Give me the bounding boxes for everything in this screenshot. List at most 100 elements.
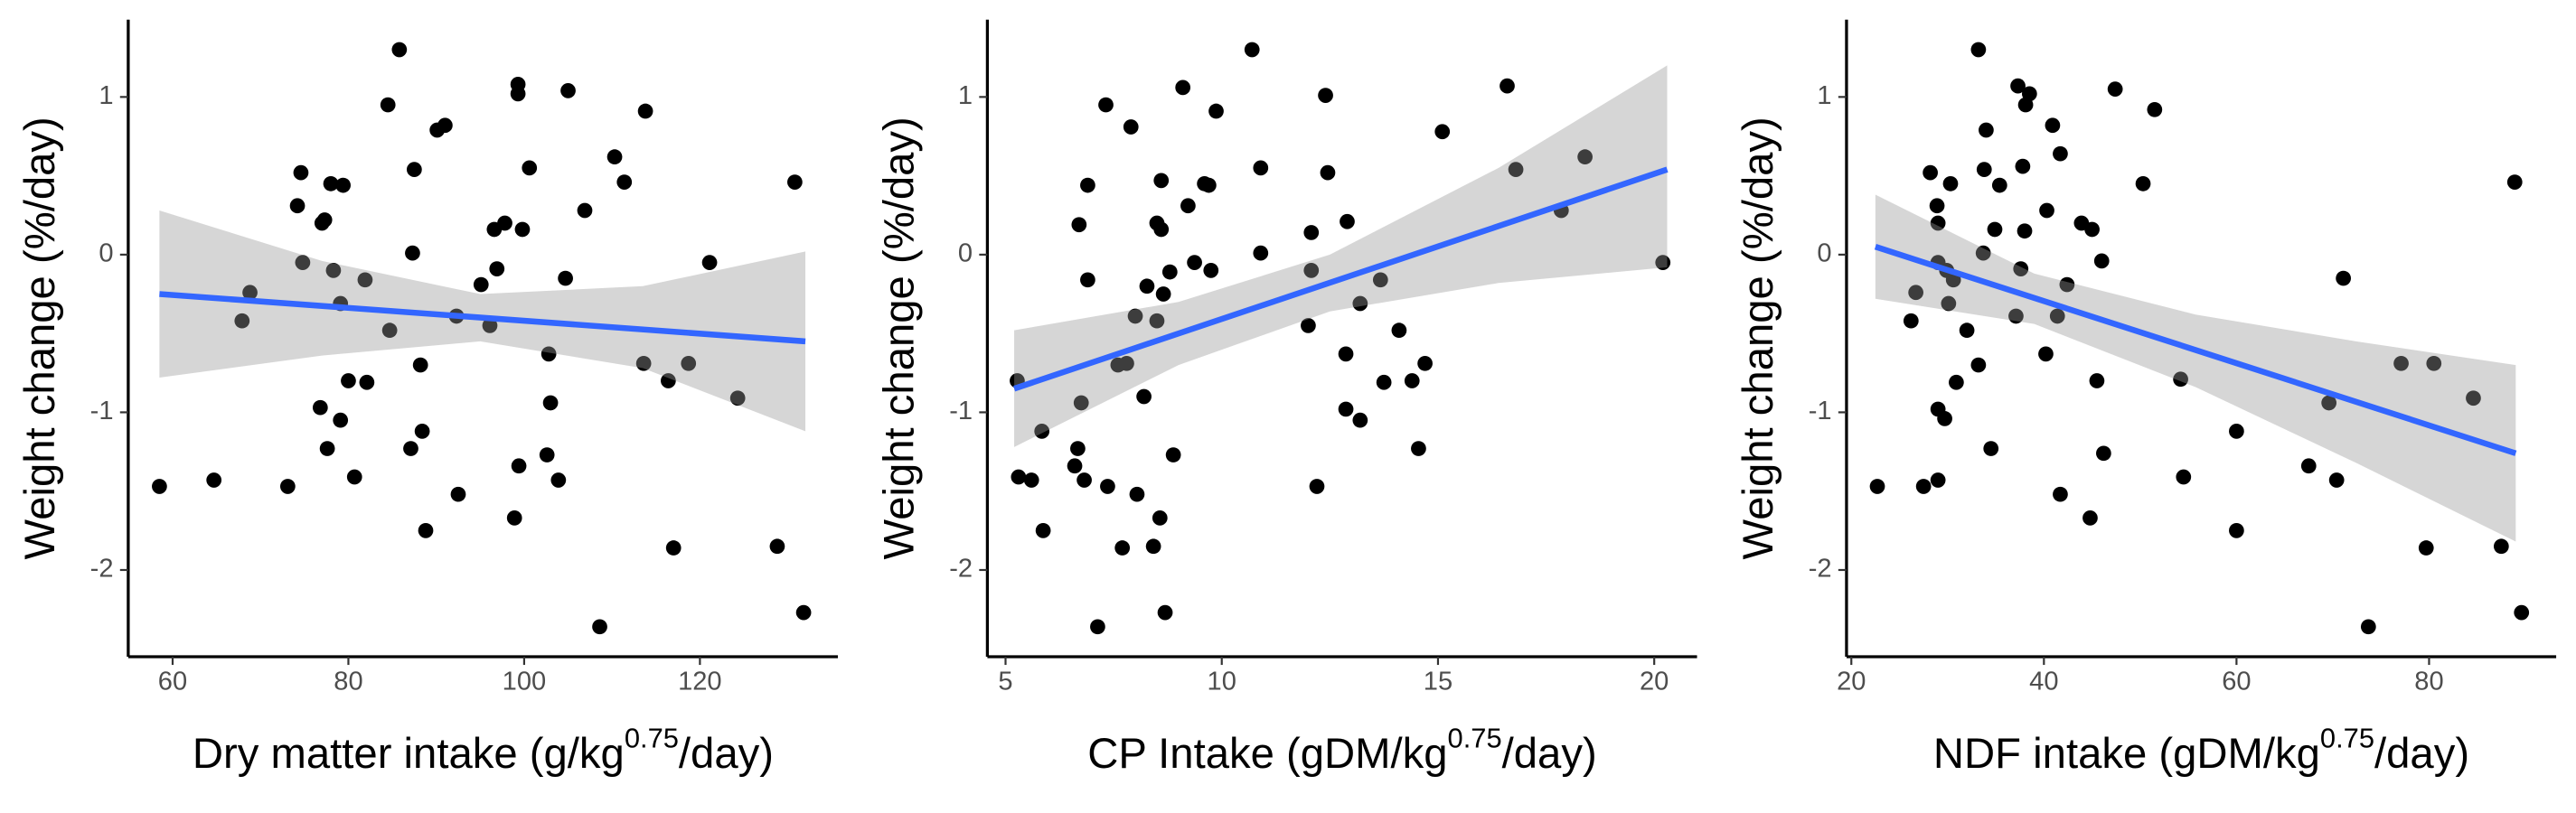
- panel: -2 -1 0 1 20 40 60 80 Weight change (%/day) NDF i…: [1735, 19, 2557, 779]
- point: [635, 355, 652, 371]
- point: [1123, 119, 1139, 135]
- x-axis-title: NDF intake (gDM/kg0.75/day): [1933, 723, 2469, 779]
- point: [1352, 295, 1368, 312]
- point: [357, 272, 373, 288]
- point: [2053, 145, 2068, 162]
- point: [1979, 122, 1994, 138]
- point: [701, 255, 718, 270]
- point: [497, 215, 512, 231]
- point: [1903, 313, 1919, 329]
- point: [2038, 346, 2054, 362]
- point: [1080, 272, 1095, 288]
- point: [206, 472, 222, 488]
- point: [381, 322, 398, 339]
- point: [1187, 255, 1202, 270]
- point: [2008, 308, 2024, 324]
- point: [2053, 486, 2068, 502]
- point: [1340, 213, 1355, 229]
- point: [1208, 103, 1224, 119]
- point: [1071, 217, 1087, 233]
- point: [1500, 78, 1515, 94]
- y-axis-title: Weight change (%/day): [16, 117, 64, 559]
- point: [2300, 458, 2317, 474]
- y-tick-label: -2: [1809, 555, 1832, 584]
- point: [1303, 225, 1320, 240]
- point: [1153, 221, 1170, 238]
- point: [2393, 355, 2409, 371]
- x-axis-title-text: NDF intake (gDM/kg: [1933, 730, 2320, 778]
- point: [405, 245, 420, 261]
- point: [1949, 374, 1964, 390]
- point: [2084, 221, 2100, 238]
- point: [1915, 479, 1932, 494]
- point: [1119, 355, 1134, 371]
- point: [2229, 522, 2244, 538]
- point: [412, 357, 428, 373]
- point: [1180, 198, 1196, 214]
- point: [1253, 245, 1269, 261]
- point: [577, 202, 593, 219]
- point: [341, 373, 356, 388]
- point: [1070, 441, 1086, 456]
- point: [2015, 158, 2031, 174]
- point: [1577, 149, 1593, 165]
- point: [1959, 322, 1975, 339]
- point: [1152, 510, 1168, 526]
- point: [1338, 346, 1354, 362]
- point: [2059, 276, 2075, 293]
- point: [2017, 223, 2033, 239]
- point: [450, 486, 466, 502]
- point: [1301, 318, 1316, 333]
- point: [1161, 264, 1178, 280]
- point: [2514, 604, 2530, 621]
- point: [2045, 117, 2061, 134]
- x-axis-title-superscript: 0.75: [625, 723, 679, 754]
- point: [1411, 441, 1426, 456]
- panel: -2 -1 0 1 60 80 100 120 Weight change (%/day) Dry…: [16, 19, 839, 779]
- point: [1372, 272, 1388, 288]
- point: [1983, 441, 1999, 456]
- point: [1352, 412, 1368, 428]
- point: [506, 510, 522, 526]
- x-axis-title: Dry matter intake (g/kg0.75/day): [193, 723, 774, 779]
- point: [2039, 202, 2054, 219]
- point: [1114, 540, 1131, 556]
- point: [1975, 245, 1991, 261]
- point: [242, 285, 258, 301]
- point: [616, 174, 633, 190]
- point: [2176, 469, 2192, 485]
- y-tick-label: 1: [1817, 81, 1831, 110]
- point: [2010, 78, 2026, 94]
- y-tick-label: 0: [99, 239, 113, 268]
- confidence-band: [1014, 65, 1668, 447]
- point: [2328, 472, 2345, 488]
- y-tick-label: -2: [90, 555, 114, 584]
- point: [1508, 162, 1524, 177]
- point: [2049, 308, 2065, 324]
- point: [1303, 262, 1320, 278]
- x-axis-title-superscript: 0.75: [2320, 723, 2374, 754]
- y-tick-label: -1: [90, 397, 114, 425]
- point: [346, 469, 362, 485]
- point: [681, 355, 697, 371]
- point: [1930, 472, 1946, 488]
- point: [787, 174, 803, 190]
- point: [1417, 355, 1433, 371]
- point: [539, 447, 555, 463]
- point: [2013, 261, 2029, 276]
- point: [1100, 479, 1115, 494]
- point: [2360, 619, 2376, 635]
- x-tick-label: 60: [2222, 668, 2251, 696]
- point: [289, 198, 306, 214]
- y-tick-label: 0: [958, 239, 973, 268]
- point: [1320, 164, 1336, 181]
- point: [1929, 198, 1945, 214]
- point: [489, 261, 505, 276]
- x-axis-title-suffix: /day): [679, 730, 774, 778]
- point: [2096, 445, 2111, 462]
- point: [1080, 177, 1095, 193]
- x-axis-title: CP Intake (gDM/kg0.75/day): [1087, 723, 1596, 779]
- point: [1073, 395, 1089, 411]
